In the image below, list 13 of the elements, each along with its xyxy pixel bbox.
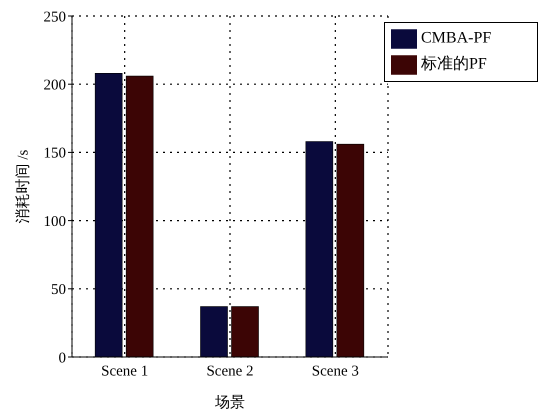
x-tick-label: Scene 3 xyxy=(312,364,359,380)
y-tick-label: 150 xyxy=(44,146,66,162)
y-tick-label: 0 xyxy=(58,350,66,366)
legend-label: 标准的PF xyxy=(421,56,487,73)
x-tick-label: Scene 1 xyxy=(101,364,148,380)
y-tick-label: 200 xyxy=(44,78,66,94)
y-axis-title: 消耗时间 /s xyxy=(14,149,32,224)
x-axis-title: 场景 xyxy=(214,394,245,411)
x-tick-label: Scene 2 xyxy=(206,364,254,380)
y-tick-label: 100 xyxy=(44,214,66,230)
y-tick-label: 50 xyxy=(51,282,66,298)
y-tick-label: 250 xyxy=(44,9,66,26)
legend-label: CMBA-PF xyxy=(421,30,492,47)
